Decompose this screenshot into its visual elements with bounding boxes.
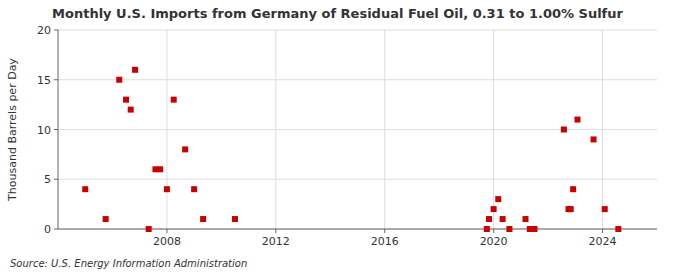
x-grid-line [384, 30, 385, 229]
x-grid-line [602, 30, 603, 229]
point [491, 206, 497, 212]
point [486, 216, 492, 222]
point [182, 146, 188, 152]
point [200, 216, 206, 222]
point [500, 216, 506, 222]
y-tick [54, 129, 58, 130]
point [128, 107, 134, 113]
point [116, 77, 122, 83]
y-tick [54, 229, 58, 230]
x-grid-line [166, 30, 167, 229]
x-grid-line [275, 30, 276, 229]
x-tick [602, 229, 603, 233]
point [570, 186, 576, 192]
y-tick-label: 10 [37, 124, 51, 137]
y-grid-line [58, 79, 657, 80]
point [146, 226, 152, 232]
y-grid-line [58, 179, 657, 180]
point [191, 186, 197, 192]
x-tick-label: 2020 [480, 235, 508, 248]
point [602, 206, 608, 212]
y-tick-label: 15 [37, 74, 51, 87]
point [171, 97, 177, 103]
point [495, 196, 501, 202]
point [484, 226, 490, 232]
y-axis-label: Thousand Barrels per Day [6, 58, 19, 202]
point [123, 97, 129, 103]
point [531, 226, 537, 232]
point [506, 226, 512, 232]
points [82, 67, 621, 232]
point [157, 166, 163, 172]
y-tick [54, 79, 58, 80]
x-tick-label: 2024 [589, 235, 617, 248]
y-tick [54, 179, 58, 180]
x-tick-label: 2016 [371, 235, 399, 248]
y-grid-line [58, 30, 657, 31]
y-tick [54, 30, 58, 31]
point [132, 67, 138, 73]
point [561, 127, 567, 133]
title: Monthly U.S. Imports from Germany of Res… [52, 6, 623, 21]
point [615, 226, 621, 232]
x-tick [166, 229, 167, 233]
y-tick-label: 20 [37, 24, 51, 37]
y-tick-label: 0 [44, 223, 51, 236]
point [82, 186, 88, 192]
grid [58, 30, 657, 229]
x-tick [493, 229, 494, 233]
x-grid-line [493, 30, 494, 229]
x-tick-label: 2008 [153, 235, 181, 248]
chart: 2008 2012 2016 2020 2024 0 5 10 15 20Monthly U.S.… [0, 0, 675, 275]
source-note: Source: U.S. Energy Information Administ… [10, 258, 247, 269]
x-tick [275, 229, 276, 233]
point [522, 216, 528, 222]
point [568, 206, 574, 212]
point [232, 216, 238, 222]
point [591, 136, 597, 142]
point [103, 216, 109, 222]
x-tick [384, 229, 385, 233]
point [164, 186, 170, 192]
point [574, 117, 580, 123]
x-tick-label: 2012 [262, 235, 290, 248]
y-tick-label: 5 [44, 173, 51, 186]
y-grid-line [58, 129, 657, 130]
